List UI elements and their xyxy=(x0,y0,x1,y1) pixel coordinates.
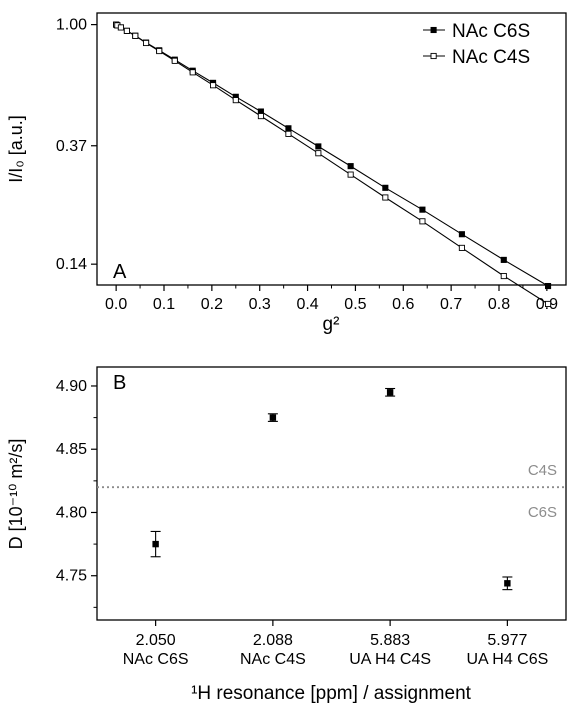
marker-open-square xyxy=(171,57,178,64)
x-tick-label-a: 0.3 xyxy=(249,296,271,313)
marker-open-square xyxy=(545,300,552,308)
marker-filled-square xyxy=(545,282,552,290)
x-tick-label-a: 0.6 xyxy=(392,296,414,313)
series-group-a xyxy=(113,21,552,308)
x-axis-ticks-a: 0.00.10.20.30.40.50.60.70.80.9 xyxy=(105,285,558,313)
marker-open-square xyxy=(132,32,139,39)
plot-frame-b xyxy=(96,366,567,621)
x-tick-label-b: 2.050 xyxy=(136,632,176,649)
y-axis-ticks-b: 4.75 4.80 4.85 4.90 xyxy=(56,378,97,608)
y-tick-label-a: 0.14 xyxy=(56,256,87,273)
marker-open-square xyxy=(285,130,292,137)
reference-label-c6s: C6S xyxy=(528,504,557,521)
marker-open-square xyxy=(123,27,130,34)
x-axis-ticks-b: 2.050 NAc C6S 2.088 NAc C4S 5.883 UA H4 C4S 5.… xyxy=(123,620,548,668)
x-tick-label-a: 0.1 xyxy=(153,296,175,313)
x-tick-label-a: 0.4 xyxy=(296,296,318,313)
y-tick-label-a: 0.37 xyxy=(56,138,87,155)
y-tick-label-b: 4.75 xyxy=(56,568,87,585)
legend-marker-1 xyxy=(430,26,437,34)
y-tick-label-b: 4.90 xyxy=(56,378,87,395)
panel-label-a: A xyxy=(113,261,127,283)
marker-open-square xyxy=(419,218,426,225)
data-point xyxy=(152,540,159,548)
x-tick-label-a: 0.0 xyxy=(105,296,127,313)
marker-filled-square xyxy=(382,184,389,191)
x-axis-label-a: g² xyxy=(323,314,340,335)
marker-open-square xyxy=(458,244,465,251)
y-axis-ticks-a: 1.00 0.37 0.14 xyxy=(56,17,97,273)
data-point xyxy=(269,414,277,421)
legend-marker-2 xyxy=(430,52,437,60)
marker-filled-square xyxy=(347,163,354,170)
marker-open-square xyxy=(232,97,239,104)
marker-open-square xyxy=(257,113,264,120)
x-tick-label-a: 0.5 xyxy=(344,296,366,313)
marker-open-square xyxy=(143,39,150,47)
y-axis-label-b: D [10⁻¹⁰ m²/s] xyxy=(6,439,26,550)
data-point xyxy=(386,389,394,396)
x-assignment-label-b: NAc C6S xyxy=(123,651,189,668)
panel-a: 0.00.10.20.30.40.50.60.70.80.9 1.000.370… xyxy=(6,12,567,335)
marker-open-square xyxy=(156,47,163,55)
panel-label-b: B xyxy=(113,372,126,394)
x-assignment-label-b: UA H4 C4S xyxy=(349,651,431,668)
marker-filled-square xyxy=(458,231,465,238)
x-tick-label-a: 0.8 xyxy=(488,296,510,313)
x-tick-label-b: 5.977 xyxy=(487,632,527,649)
x-tick-label-a: 0.7 xyxy=(440,296,462,313)
marker-open-square xyxy=(347,171,354,178)
x-tick-label-a: 0.2 xyxy=(201,296,223,313)
data-point xyxy=(504,580,511,587)
marker-open-square xyxy=(117,24,124,31)
marker-open-square xyxy=(189,69,196,76)
marker-filled-square xyxy=(419,206,426,213)
marker-open-square xyxy=(210,82,217,89)
marker-filled-square xyxy=(315,143,322,150)
y-axis-label-a: I/I₀ [a.u.] xyxy=(6,115,26,183)
marker-filled-square xyxy=(500,256,507,263)
y-tick-label-b: 4.80 xyxy=(56,504,87,521)
x-tick-label-b: 5.883 xyxy=(370,632,410,649)
marker-open-square xyxy=(382,194,389,201)
marker-open-square xyxy=(500,272,507,280)
y-tick-label-b: 4.85 xyxy=(56,441,87,458)
x-axis-label-b: ¹H resonance [ppm] / assignment xyxy=(191,683,472,704)
data-points-b xyxy=(150,387,513,591)
legend-label-2: NAc C4S xyxy=(452,47,530,68)
marker-filled-square xyxy=(285,125,292,132)
legend-a: NAc C6S NAc C4S xyxy=(423,21,530,68)
x-assignment-label-b: UA H4 C6S xyxy=(466,651,548,668)
legend-label-1: NAc C6S xyxy=(452,21,530,42)
x-tick-label-b: 2.088 xyxy=(253,632,293,649)
x-assignment-label-b: NAc C4S xyxy=(240,651,306,668)
marker-open-square xyxy=(315,150,322,157)
y-tick-label-a: 1.00 xyxy=(56,17,87,34)
reference-label-c4s: C4S xyxy=(528,462,557,479)
